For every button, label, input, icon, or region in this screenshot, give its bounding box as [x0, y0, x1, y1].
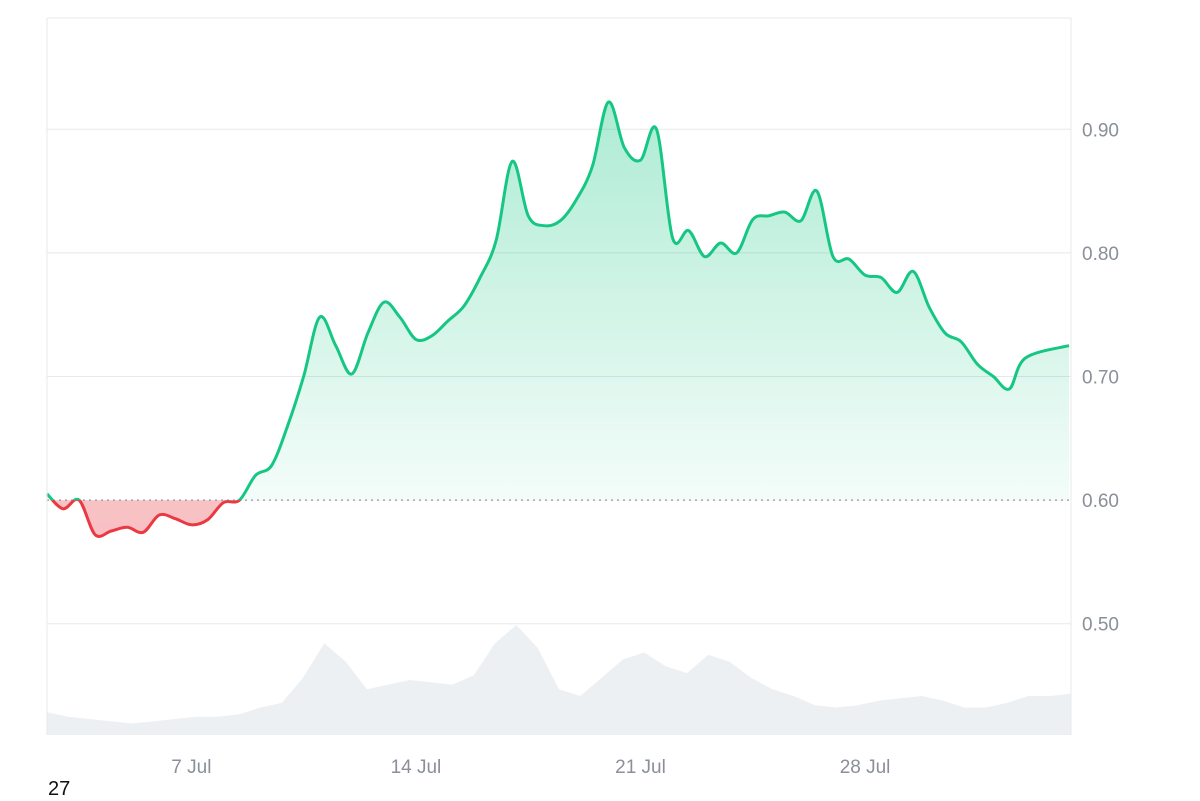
x-tick-label: 14 Jul — [391, 757, 442, 778]
x-tick-label: 7 Jul — [171, 757, 211, 778]
corner-label: 27 — [48, 778, 71, 800]
price-area-group — [47, 102, 1069, 537]
y-axis-ticks: 0.90 0.80 0.70 0.60 0.50 — [1082, 120, 1119, 635]
price-line-group — [45, 100, 1070, 538]
volume-area — [47, 625, 1071, 735]
volume-area-group — [47, 625, 1071, 735]
price-area-up — [47, 102, 1069, 501]
x-tick-label: 21 Jul — [615, 757, 666, 778]
x-axis-ticks: 7 Jul 14 Jul 21 Jul 28 Jul — [171, 757, 890, 778]
price-area-down — [52, 500, 240, 537]
y-tick-label: 0.80 — [1082, 244, 1119, 265]
x-tick-label: 28 Jul — [840, 757, 891, 778]
y-tick-label: 0.90 — [1082, 120, 1119, 141]
y-tick-label: 0.50 — [1082, 615, 1119, 636]
y-tick-label: 0.60 — [1082, 491, 1119, 512]
y-tick-label: 0.70 — [1082, 368, 1119, 389]
price-line-down — [50, 500, 242, 538]
plot-frame — [46, 17, 1072, 735]
price-line-up — [45, 100, 1070, 501]
